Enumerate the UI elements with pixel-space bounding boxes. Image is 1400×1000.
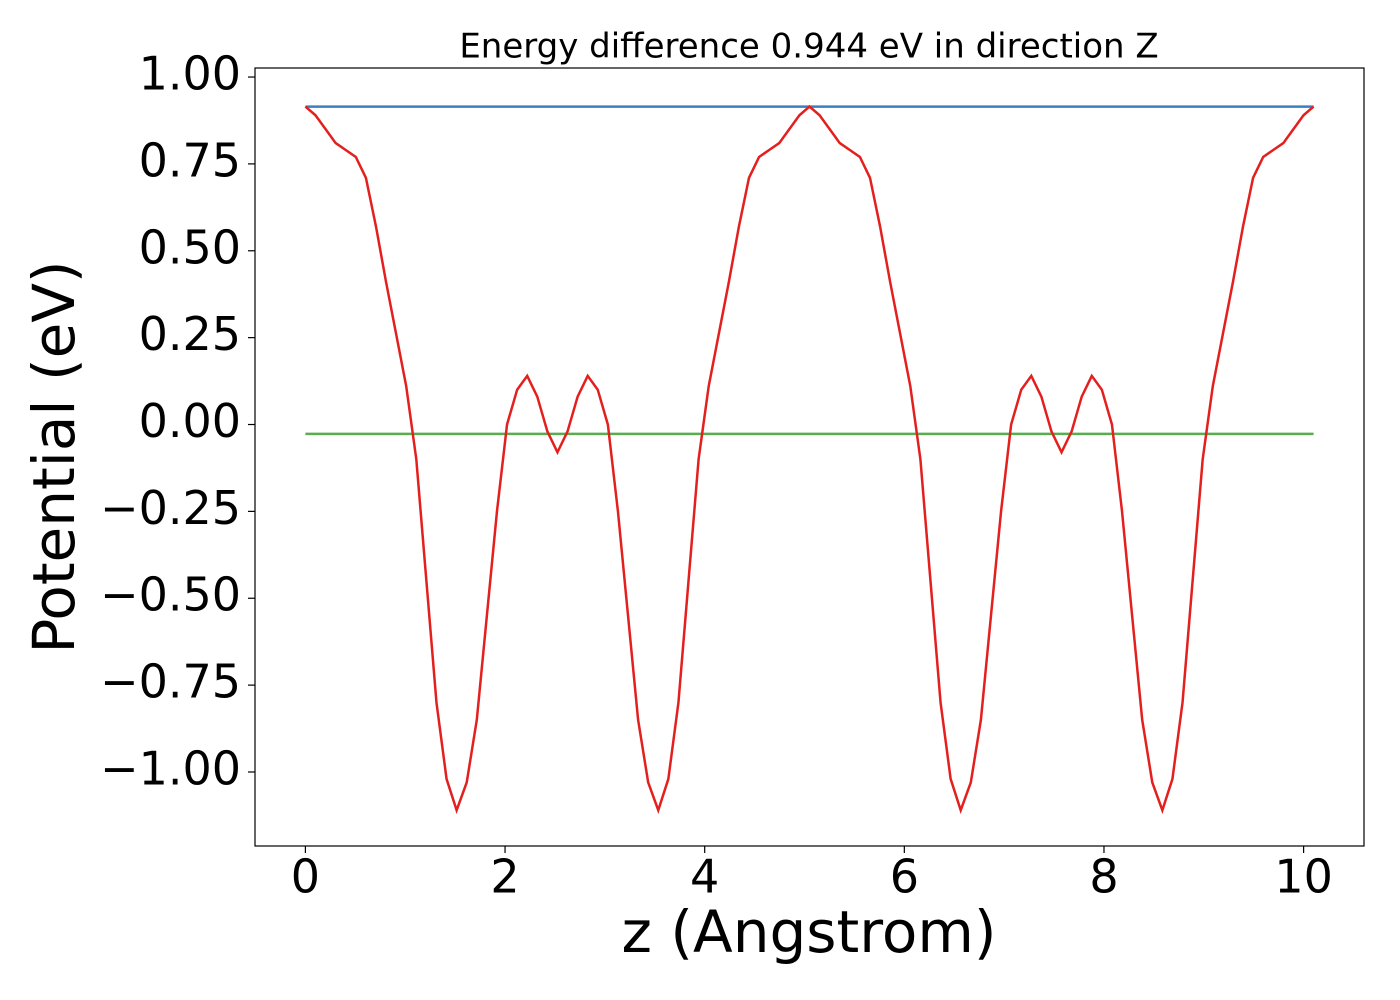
- x-tick-label: 10: [1274, 850, 1333, 904]
- y-tick-label: 1.00: [139, 47, 241, 101]
- x-tick-label: 8: [1089, 850, 1118, 904]
- y-tick-label: 0.25: [139, 307, 241, 361]
- x-tick-label: 0: [291, 850, 320, 904]
- y-tick-label: −0.25: [100, 481, 241, 535]
- x-tick-label: 6: [890, 850, 919, 904]
- y-tick-label: 0.50: [139, 220, 241, 274]
- chart-title: Energy difference 0.944 eV in direction …: [459, 27, 1158, 67]
- y-tick-label: 0.00: [139, 394, 241, 448]
- y-tick-label: −0.75: [100, 655, 241, 709]
- x-tick-label: 4: [690, 850, 719, 904]
- y-tick-label: −0.50: [100, 568, 241, 622]
- plot-frame: [254, 67, 1365, 847]
- x-axis-label: z (Angstrom): [622, 898, 997, 966]
- y-tick-label: −1.00: [100, 741, 241, 795]
- y-tick-label: 0.75: [139, 133, 241, 187]
- y-axis-label: Potential (eV): [20, 260, 88, 653]
- x-tick-label: 2: [490, 850, 519, 904]
- data-line: [304, 104, 1315, 815]
